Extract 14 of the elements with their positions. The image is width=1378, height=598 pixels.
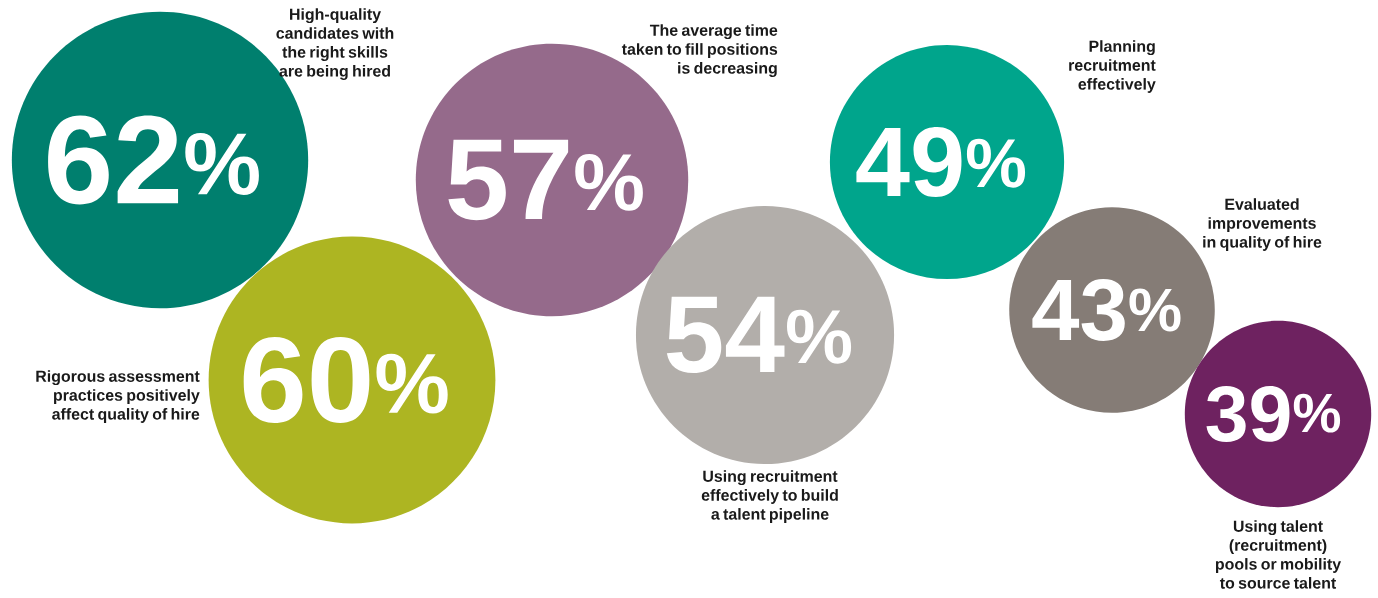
category-label: Planning recruitment effectively <box>1069 40 1156 93</box>
data-label: 39$^{%}$ <box>1206 386 1341 442</box>
data-label: 43$^{%}$ <box>1032 279 1181 341</box>
category-label: Using talent (recruitment) pools or mobility to source talent <box>1215 520 1342 589</box>
data-label: 54$^{%}$ <box>666 296 852 374</box>
category-label: Evaluated improvements in quality of hire <box>1203 198 1322 251</box>
data-label: 57$^{%}$ <box>448 139 643 221</box>
category-label: High-quality candidates with the right skills are being hired <box>276 8 394 80</box>
data-label: 62$^{%}$ <box>48 115 259 205</box>
data-label: 49$^{%}$ <box>856 126 1026 198</box>
category-label: Using recruitment effectively to build a talent pipeline <box>701 470 838 523</box>
category-label: Rigorous assessment practices positively affect quality of hire <box>36 370 200 423</box>
data-label: 60$^{%}$ <box>243 337 448 423</box>
category-label: The average time taken to fill positions is decreasing <box>621 24 778 77</box>
